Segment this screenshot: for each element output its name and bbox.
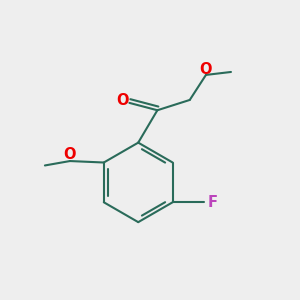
Text: O: O [63,147,76,162]
Text: O: O [117,93,129,108]
Text: O: O [200,61,212,76]
Text: F: F [208,195,218,210]
